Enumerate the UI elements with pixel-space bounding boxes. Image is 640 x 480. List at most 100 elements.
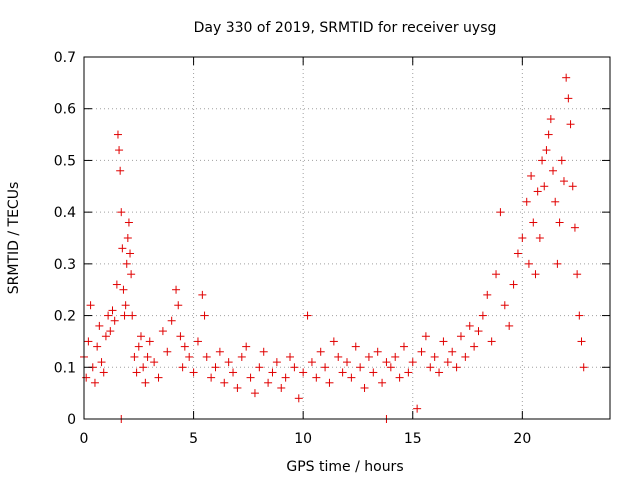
data-point xyxy=(286,352,295,361)
data-point xyxy=(542,146,551,155)
data-point xyxy=(538,156,547,165)
data-point xyxy=(500,301,509,310)
data-point xyxy=(351,342,360,351)
data-point xyxy=(259,347,268,356)
data-point xyxy=(268,368,277,377)
data-point xyxy=(382,358,391,367)
data-point xyxy=(97,358,106,367)
x-tick-label: 5 xyxy=(189,431,198,447)
data-point xyxy=(110,316,119,325)
data-point xyxy=(413,404,422,413)
data-point xyxy=(120,311,129,320)
data-point xyxy=(307,358,316,367)
data-point xyxy=(101,332,110,341)
data-point xyxy=(207,373,216,382)
data-point xyxy=(123,234,132,242)
data-point xyxy=(347,373,356,382)
data-point xyxy=(299,368,308,377)
data-point xyxy=(272,358,281,367)
data-point xyxy=(529,218,538,227)
y-axis-label: SRMTID / TECUs xyxy=(6,182,22,295)
data-point xyxy=(329,337,338,346)
data-point xyxy=(492,270,501,279)
data-point xyxy=(117,208,126,217)
x-tick-label: 15 xyxy=(404,431,422,447)
data-points xyxy=(80,73,588,423)
data-point xyxy=(535,234,544,242)
data-point xyxy=(395,373,404,382)
data-point xyxy=(84,337,93,346)
data-point xyxy=(566,120,575,129)
data-point xyxy=(562,73,571,82)
data-point xyxy=(544,130,553,139)
data-point xyxy=(264,378,273,387)
data-point xyxy=(448,347,457,356)
data-point xyxy=(132,368,141,377)
data-point xyxy=(579,363,588,372)
data-point xyxy=(115,146,124,155)
data-point xyxy=(522,197,531,206)
data-point xyxy=(220,378,229,387)
data-point xyxy=(496,208,505,217)
x-axis-label: GPS time / hours xyxy=(286,459,403,475)
data-point xyxy=(294,394,303,403)
data-point xyxy=(154,373,163,382)
data-point xyxy=(373,347,382,356)
data-point xyxy=(198,290,207,299)
data-point xyxy=(158,327,167,336)
y-tick-label: 0.4 xyxy=(54,205,76,221)
data-point xyxy=(408,358,417,367)
data-point xyxy=(141,378,150,387)
data-point xyxy=(237,352,246,361)
data-point xyxy=(531,270,540,279)
data-point xyxy=(509,280,518,289)
data-point xyxy=(325,378,334,387)
data-point xyxy=(343,358,351,367)
y-tick-label: 0.5 xyxy=(54,153,76,169)
data-point xyxy=(250,389,259,398)
data-point xyxy=(174,301,183,310)
x-tick-label: 10 xyxy=(294,431,312,447)
x-tick-label: 0 xyxy=(80,431,89,447)
y-tick-label: 0.1 xyxy=(54,360,76,376)
data-point xyxy=(546,115,555,124)
data-point xyxy=(553,259,562,268)
data-point xyxy=(126,249,135,258)
data-point xyxy=(124,218,133,227)
data-point xyxy=(465,321,474,330)
data-point xyxy=(118,244,127,253)
data-point xyxy=(136,332,145,341)
data-point xyxy=(559,177,568,186)
data-point xyxy=(540,182,549,191)
data-point xyxy=(104,311,113,320)
data-point xyxy=(391,352,400,361)
data-point xyxy=(139,363,148,372)
data-point xyxy=(461,352,470,361)
data-point xyxy=(130,352,139,361)
data-point xyxy=(524,259,533,268)
data-point xyxy=(527,171,536,180)
data-point xyxy=(470,342,479,351)
data-point xyxy=(119,285,128,294)
data-point xyxy=(211,363,220,372)
data-point xyxy=(570,223,579,232)
data-point xyxy=(575,311,584,320)
data-point xyxy=(404,368,413,377)
data-point xyxy=(233,383,242,392)
data-point xyxy=(360,383,369,392)
data-point xyxy=(364,352,373,361)
y-tick-label: 0.3 xyxy=(54,257,76,273)
data-point xyxy=(478,311,487,320)
data-point xyxy=(145,337,154,346)
data-point xyxy=(242,342,251,351)
data-point xyxy=(112,280,121,289)
data-point xyxy=(116,166,125,175)
plot-frame xyxy=(83,56,611,420)
data-point xyxy=(487,337,496,346)
data-point xyxy=(185,352,194,361)
data-point xyxy=(246,373,255,382)
data-point xyxy=(200,311,209,320)
data-point xyxy=(518,234,527,242)
y-tick-label: 0.7 xyxy=(54,50,76,66)
